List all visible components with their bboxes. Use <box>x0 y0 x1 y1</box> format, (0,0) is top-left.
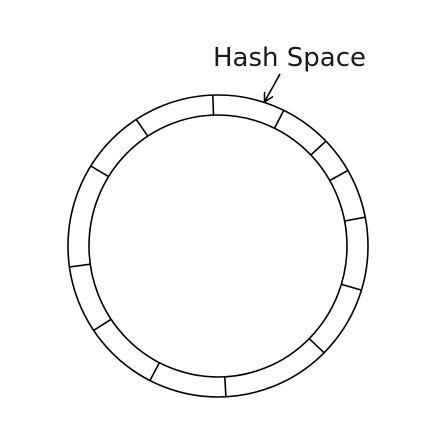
segment-divider-8 <box>224 376 227 397</box>
segment-divider-5 <box>344 216 366 222</box>
segment-divider-9 <box>149 362 161 381</box>
segment-divider-7 <box>308 338 325 354</box>
hash-ring-inner <box>88 114 348 378</box>
segment-divider-1 <box>212 95 215 116</box>
hash-space-callout: Hash Space <box>213 43 366 101</box>
hash-ring-segment-dividers <box>69 95 366 397</box>
hash-ring-outer <box>67 94 369 398</box>
segment-divider-13 <box>135 118 149 137</box>
hash-space-label: Hash Space <box>213 43 366 73</box>
segment-divider-3 <box>310 140 327 156</box>
hash-space-arrow <box>265 73 281 101</box>
segment-divider-11 <box>69 263 91 268</box>
segment-divider-6 <box>341 283 362 291</box>
segment-divider-12 <box>90 165 110 178</box>
segment-divider-2 <box>273 109 285 129</box>
segment-divider-4 <box>329 169 349 182</box>
segment-divider-10 <box>93 318 112 332</box>
